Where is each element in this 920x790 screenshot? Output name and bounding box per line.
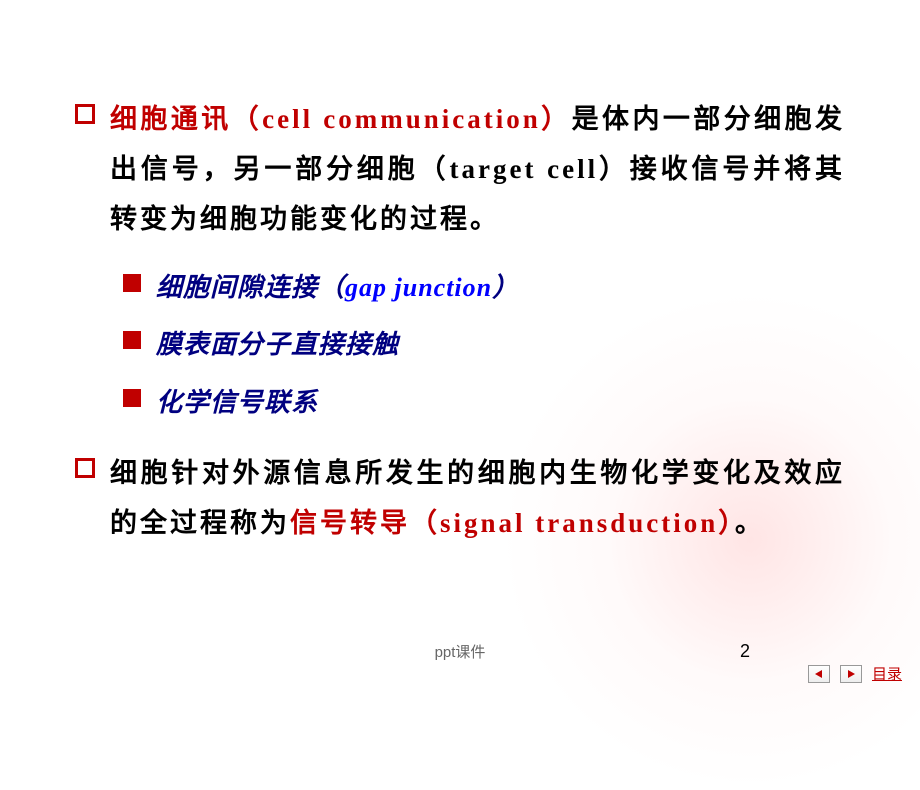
page-number: 2 — [740, 641, 750, 662]
footer: ppt课件 2 — [0, 641, 920, 662]
square-filled-icon — [123, 389, 141, 407]
prev-button[interactable] — [808, 665, 830, 683]
square-filled-icon — [123, 274, 141, 292]
bullet-1-segment-3: target cell — [450, 154, 599, 184]
square-filled-icon — [123, 331, 141, 349]
sub-item-3: 化学信号联系 — [123, 380, 845, 426]
triangle-right-icon — [846, 669, 856, 679]
sub-1-seg-1: 细胞间隙连接（ — [156, 273, 345, 302]
bullet-2-red-segment: 信号转导（signal transduction） — [290, 508, 735, 538]
bullet-1-red-segment: 细胞通讯（cell communication） — [110, 104, 572, 134]
footer-label: ppt课件 — [435, 641, 486, 662]
sub-1-text: 细胞间隙连接（gap junction） — [156, 265, 519, 311]
toc-link[interactable]: 目录 — [872, 663, 902, 684]
bullet-item-2: 细胞针对外源信息所发生的细胞内生物化学变化及效应的全过程称为信号转导（signa… — [75, 449, 845, 549]
bullet-1-text: 细胞通讯（cell communication）是体内一部分细胞发出信号，另一部… — [110, 95, 845, 245]
next-button[interactable] — [840, 665, 862, 683]
sub-item-1: 细胞间隙连接（gap junction） — [123, 265, 845, 311]
sub-1-seg-3: ） — [492, 273, 519, 302]
square-outline-icon — [75, 104, 95, 124]
bullet-2-seg-3: 。 — [735, 508, 765, 538]
sub-3-text: 化学信号联系 — [156, 380, 318, 426]
sub-2-text: 膜表面分子直接接触 — [156, 322, 399, 368]
bullet-item-1: 细胞通讯（cell communication）是体内一部分细胞发出信号，另一部… — [75, 95, 845, 245]
sub-1-blue-segment: gap junction — [345, 273, 492, 302]
slide-content: 细胞通讯（cell communication）是体内一部分细胞发出信号，另一部… — [0, 0, 920, 549]
sub-list: 细胞间隙连接（gap junction） 膜表面分子直接接触 化学信号联系 — [123, 265, 845, 426]
nav-controls: 目录 — [808, 663, 902, 684]
triangle-left-icon — [814, 669, 824, 679]
sub-item-2: 膜表面分子直接接触 — [123, 322, 845, 368]
square-outline-icon — [75, 458, 95, 478]
bullet-2-text: 细胞针对外源信息所发生的细胞内生物化学变化及效应的全过程称为信号转导（signa… — [110, 449, 845, 549]
